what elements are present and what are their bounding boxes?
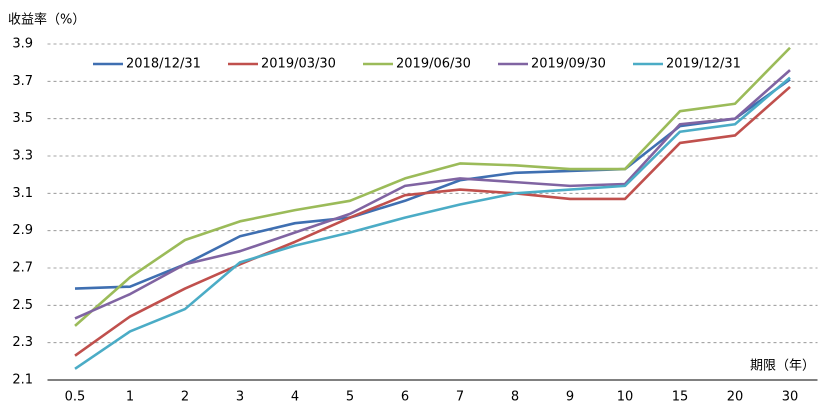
x-tick-label: 15 [672,390,689,403]
series-line [74,69,791,320]
x-tick-label: 20 [727,390,744,403]
y-tick-label: 2.7 [12,261,33,276]
x-tick-label: 0.5 [65,390,86,403]
x-tick-label: 4 [291,390,299,403]
x-tick-label: 8 [511,390,519,403]
y-axis-label: 收益率（%） [8,12,85,28]
x-tick-label: 30 [782,390,799,403]
y-tick-label: 3.3 [12,149,33,164]
x-tick-label: 2 [181,390,189,403]
x-tick-label: 9 [566,390,574,403]
x-tick-label: 3 [236,390,244,403]
x-axis-label: 期限（年） [750,359,815,374]
legend-label: 2019/06/30 [396,57,471,72]
y-tick-label: 3.1 [12,186,33,201]
x-tick-label: 7 [456,390,464,403]
x-tick-label: 6 [401,390,409,403]
y-tick-label: 2.1 [12,373,33,388]
y-tick-label: 2.3 [12,335,33,350]
legend-label: 2019/03/30 [261,57,336,72]
x-tick-label: 5 [346,390,354,403]
x-tick-label: 1 [126,390,134,403]
legend-label: 2019/09/30 [531,57,606,72]
y-tick-label: 3.9 [12,37,33,52]
y-tick-label: 3.7 [12,74,33,89]
x-tick-label: 10 [617,390,634,403]
series-line [74,46,791,327]
legend-label: 2019/12/31 [666,57,741,72]
y-tick-label: 2.9 [12,223,33,238]
series-line [74,76,791,370]
series-line [74,85,791,357]
legend-label: 2018/12/31 [126,57,201,72]
y-tick-label: 2.5 [12,298,33,313]
y-tick-label: 3.5 [12,111,33,126]
